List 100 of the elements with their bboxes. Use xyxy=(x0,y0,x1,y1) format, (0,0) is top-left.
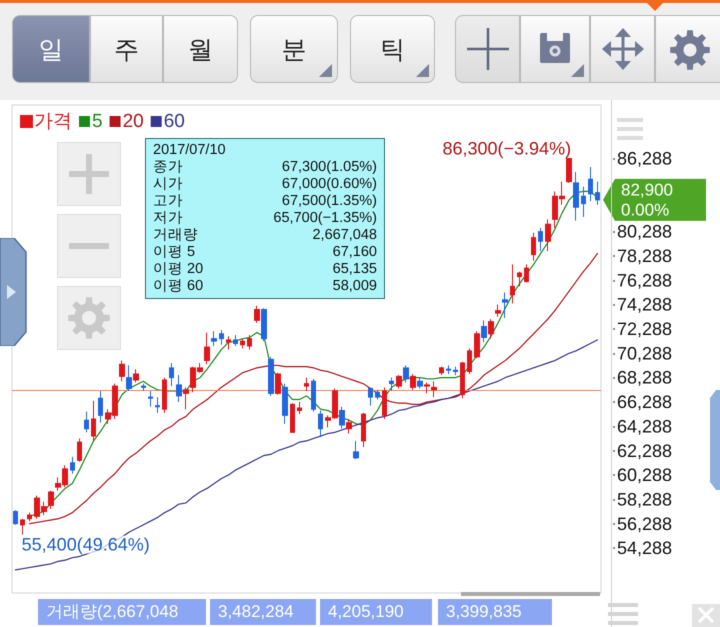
candlestick xyxy=(70,456,75,474)
legend-label: 20 xyxy=(122,111,144,132)
candlestick xyxy=(545,218,551,252)
y-tick-label: 54,288 xyxy=(617,538,672,558)
button: 월 xyxy=(163,15,238,83)
candlestick xyxy=(488,318,494,340)
candlestick xyxy=(396,374,402,390)
candlestick xyxy=(91,400,96,442)
candlestick xyxy=(481,320,487,343)
candlestick xyxy=(595,181,600,206)
button: 일 xyxy=(12,15,90,83)
y-tick-label: 62,288 xyxy=(617,440,672,461)
candlestick xyxy=(282,383,288,424)
candlestick xyxy=(240,338,245,349)
candlestick xyxy=(226,336,231,350)
candlestick xyxy=(254,305,260,324)
text: 4,205,190 xyxy=(320,599,432,625)
y-tick-label: 74,288 xyxy=(617,294,672,315)
annotation: 86,300(−3.94%) xyxy=(442,138,572,159)
candlestick xyxy=(27,512,32,522)
button: 분 xyxy=(250,15,338,83)
y-tick-label: 56,288 xyxy=(617,514,672,534)
candlestick xyxy=(467,348,472,374)
info-panel: 2017/07/10 종가 67,300(1.05%) 시가 67,000(0.60%) 고가 67,500(1.35%) 저가 65,700(−1.35%) 거래량 2,667,048 이평 5 67,160 이평 20 65,135 이평 60 58,009 xyxy=(145,138,385,299)
candlestick xyxy=(126,364,132,392)
candlestick xyxy=(524,264,529,284)
y-tick-label: 64,288 xyxy=(617,416,672,436)
candlestick xyxy=(566,158,572,184)
candlestick xyxy=(119,360,125,382)
candlestick xyxy=(304,377,309,392)
button: 주 xyxy=(90,15,163,83)
candlestick xyxy=(410,373,416,390)
candlestick xyxy=(13,510,18,526)
candlestick xyxy=(424,382,430,394)
line-series xyxy=(14,339,598,570)
text: 82,900 0.00% xyxy=(621,180,673,220)
candlestick xyxy=(311,378,316,412)
candlestick xyxy=(439,366,444,376)
y-tick-label: 66,288 xyxy=(617,392,672,412)
candlestick xyxy=(211,330,217,346)
legend-label: 60 xyxy=(164,111,185,132)
candlestick xyxy=(133,368,139,383)
candlestick xyxy=(148,390,153,408)
candlestick xyxy=(169,362,174,387)
candlestick xyxy=(495,304,501,318)
candlestick xyxy=(538,227,543,252)
y-tick-label: 80,288 xyxy=(617,222,672,242)
text: 3,399,835 xyxy=(438,599,552,625)
candlestick xyxy=(375,389,380,400)
candlestick xyxy=(141,383,146,392)
y-tick-label: 78,288 xyxy=(617,246,672,266)
candlestick xyxy=(290,402,295,433)
candlestick xyxy=(417,377,423,390)
candlestick xyxy=(510,264,515,304)
candlestick xyxy=(517,271,522,287)
candlestick xyxy=(275,372,281,396)
candlestick xyxy=(588,166,593,202)
candlestick xyxy=(204,332,210,365)
text: 거래량(2,667,048 xyxy=(38,599,206,625)
candlestick xyxy=(361,412,366,448)
annotation: 2017/07/10 xyxy=(153,142,226,159)
candlestick xyxy=(98,390,103,424)
candlestick xyxy=(581,186,586,218)
candlestick xyxy=(84,411,89,433)
candlestick xyxy=(247,334,252,350)
candlestick xyxy=(183,386,189,410)
annotation: 55,400(49.64%) xyxy=(22,534,150,555)
y-tick-label: 58,288 xyxy=(617,489,672,510)
candlestick xyxy=(346,418,352,434)
candlestick xyxy=(261,308,267,342)
candlestick xyxy=(573,171,579,222)
candlestick xyxy=(48,490,54,510)
legend-label: 가격 xyxy=(34,111,72,132)
candlestick xyxy=(297,401,302,415)
candlestick xyxy=(162,377,167,414)
candlestick xyxy=(446,364,451,374)
candlestick xyxy=(502,292,508,318)
candlestick xyxy=(155,396,160,414)
candlestick xyxy=(339,406,345,430)
candlestick xyxy=(368,386,373,406)
legend-label: 5 xyxy=(92,111,103,132)
text: 3,482,284 xyxy=(210,599,316,625)
y-tick-label: 86,288 xyxy=(617,148,672,169)
candlestick xyxy=(389,377,394,392)
candlestick xyxy=(20,518,25,536)
candlestick xyxy=(453,366,458,376)
candlestick xyxy=(531,232,536,262)
candlestick xyxy=(382,386,387,420)
candlestick xyxy=(460,361,465,399)
y-tick-label: 60,288 xyxy=(617,465,672,486)
y-tick-label: 70,288 xyxy=(617,343,672,364)
candlestick xyxy=(403,364,409,383)
y-tick-label: 72,288 xyxy=(617,319,672,340)
candlestick xyxy=(431,380,437,398)
candlestick xyxy=(77,438,82,462)
candlestick xyxy=(318,410,323,438)
button: 틱 xyxy=(350,15,435,83)
candlestick xyxy=(233,334,238,346)
candlestick xyxy=(219,330,224,346)
candlestick xyxy=(268,356,274,396)
